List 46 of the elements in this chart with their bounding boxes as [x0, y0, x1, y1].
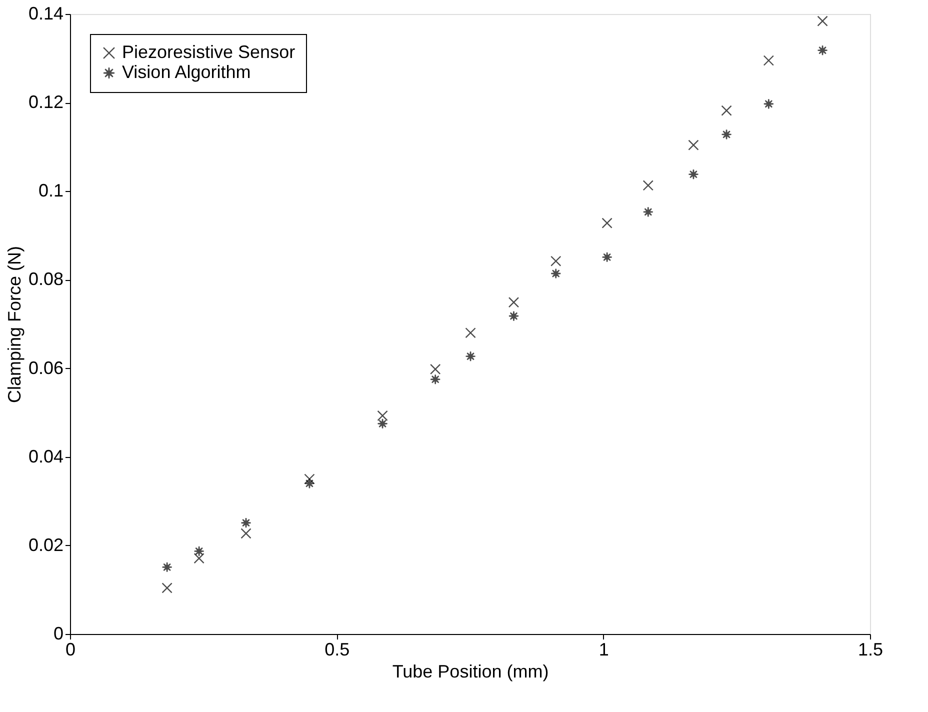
point	[688, 168, 699, 180]
point	[642, 206, 654, 218]
y-tick-label: 0.04	[28, 446, 64, 466]
x-tick-label: 0	[65, 640, 76, 660]
x-tick-label: 0.5	[324, 640, 350, 660]
point	[721, 105, 732, 116]
point	[602, 218, 612, 228]
y-tick-label: 0.1	[38, 180, 64, 201]
point	[642, 180, 654, 191]
point	[162, 562, 172, 572]
point	[817, 44, 828, 56]
point	[465, 328, 476, 338]
x-tick-label: 1	[598, 640, 609, 660]
point	[508, 310, 520, 322]
point	[377, 410, 388, 422]
legend-label: Piezoresistive Sensor	[122, 42, 296, 62]
x-axis-title: Tube Position (mm)	[392, 662, 549, 682]
point	[162, 582, 172, 594]
point	[817, 16, 828, 26]
point	[465, 350, 476, 362]
point	[721, 129, 732, 140]
y-tick-label: 0.14	[28, 4, 64, 24]
point	[763, 98, 774, 110]
point	[550, 256, 562, 266]
x-tick-label: 1.5	[858, 640, 884, 660]
point	[602, 252, 612, 262]
y-tick-label: 0	[53, 624, 64, 644]
point	[550, 268, 562, 279]
point	[304, 478, 315, 489]
legend-label: Vision Algorithm	[122, 62, 251, 82]
point	[688, 140, 699, 150]
point	[430, 374, 441, 385]
point	[304, 474, 315, 484]
point	[194, 552, 204, 564]
point	[194, 546, 204, 557]
y-axis-title: Clamping Force (N)	[4, 246, 24, 404]
y-tick-label: 0.08	[28, 269, 64, 290]
point	[508, 296, 520, 308]
point	[240, 528, 252, 539]
point	[763, 55, 774, 66]
y-tick-label: 0.02	[28, 534, 64, 555]
point	[377, 418, 388, 429]
point	[430, 364, 441, 375]
y-tick-label: 0.12	[28, 92, 64, 112]
y-tick-label: 0.06	[28, 358, 64, 378]
point	[240, 518, 252, 528]
